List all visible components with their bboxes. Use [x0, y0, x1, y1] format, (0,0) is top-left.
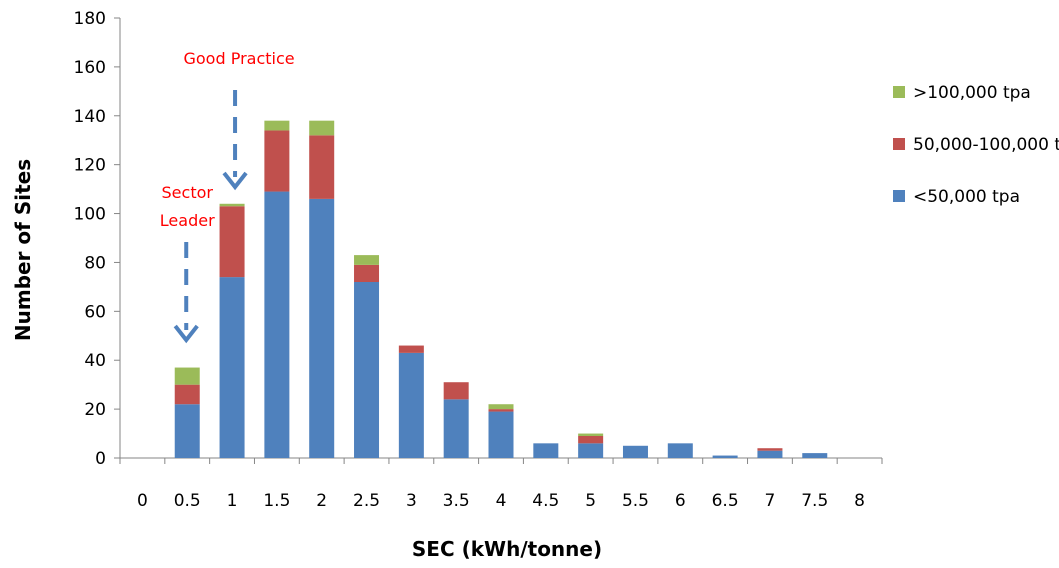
bar-segment: [802, 453, 828, 458]
bar-segment: [578, 433, 604, 436]
x-tick-label: 5.5: [622, 491, 649, 511]
y-tick-label: 180: [74, 9, 106, 29]
dashed-arrow: [222, 90, 248, 191]
bar-segment: [354, 282, 380, 458]
bar-segment: [174, 384, 200, 405]
bar-segment: [578, 436, 604, 444]
y-tick-label: 100: [74, 205, 106, 225]
bar-segment: [219, 206, 245, 278]
y-tick-label: 0: [95, 449, 106, 469]
bar-segment: [757, 448, 783, 451]
annotation-sector-leader-line: Sector: [162, 183, 214, 202]
annotation-sector-leader-line: Leader: [160, 211, 215, 230]
x-axis-title: SEC (kWh/tonne): [412, 537, 602, 561]
dashed-arrow: [173, 242, 199, 344]
bar-segment: [667, 443, 693, 458]
y-tick-label: 140: [74, 107, 106, 127]
y-tick-label: 60: [84, 302, 106, 322]
legend-swatch: [893, 138, 905, 150]
bar-segment: [309, 198, 335, 458]
bar-segment: [264, 120, 290, 131]
bar-segment: [174, 367, 200, 385]
bar-segment: [488, 411, 514, 458]
y-tick-label: 120: [74, 156, 106, 176]
legend: >100,000 tpa 50,000-100,000 tpa <50,000 tp…: [893, 83, 1059, 207]
x-tick-label: 2: [316, 491, 327, 511]
bar-segment: [622, 445, 648, 458]
legend-item: >100,000 tpa: [893, 83, 1031, 103]
bar-segment: [712, 455, 738, 458]
y-tick-label: 40: [84, 351, 106, 371]
legend-swatch: [893, 190, 905, 202]
x-tick-label: 2.5: [353, 491, 380, 511]
bar-segment: [398, 345, 424, 353]
ticks-group: 0 20 40 60 80 100 120 140 160 180 0 0.5 1 1.5 2 2.5 3 3.5…: [74, 9, 883, 511]
arrow-head: [222, 171, 248, 191]
bar-segment: [398, 352, 424, 458]
x-tick-label: 6: [675, 491, 686, 511]
annotation-sector-leader: Sector Leader: [160, 183, 215, 230]
bar-segment: [533, 443, 559, 458]
bar-segment: [174, 404, 200, 458]
legend-label: <50,000 tpa: [913, 187, 1020, 207]
bar-segment: [488, 404, 514, 410]
y-axis-title: Number of Sites: [11, 159, 35, 341]
bar-segment: [309, 135, 335, 199]
bar-segment: [264, 191, 290, 459]
bar-segment: [354, 264, 380, 282]
bar-segment: [354, 255, 380, 265]
bars-group: [174, 120, 828, 459]
x-tick-label: 7.5: [801, 491, 828, 511]
bar-segment: [443, 399, 469, 458]
bar-segment: [219, 277, 245, 458]
x-tick-label: 0: [137, 491, 148, 511]
x-tick-label: 3: [406, 491, 417, 511]
bar-segment: [443, 382, 469, 400]
bar-segment: [309, 120, 335, 136]
y-tick-label: 20: [84, 400, 106, 420]
legend-item: 50,000-100,000 tpa: [893, 135, 1059, 155]
x-tick-label: 4.5: [532, 491, 559, 511]
legend-swatch: [893, 86, 905, 98]
annotations-group: Good Practice Sector Leader: [160, 49, 295, 344]
bar-segment: [488, 409, 514, 412]
legend-item: <50,000 tpa: [893, 187, 1020, 207]
x-tick-label: 6.5: [712, 491, 739, 511]
x-tick-label: 7: [765, 491, 776, 511]
x-tick-label: 0.5: [174, 491, 201, 511]
bar-segment: [578, 443, 604, 458]
x-tick-label: 1: [227, 491, 238, 511]
legend-label: >100,000 tpa: [913, 83, 1031, 103]
annotation-good-practice: Good Practice: [183, 49, 294, 68]
bar-segment: [219, 203, 245, 207]
legend-label: 50,000-100,000 tpa: [913, 135, 1059, 155]
arrow-head: [173, 324, 199, 344]
bar-segment: [264, 130, 290, 192]
x-tick-label: 5: [585, 491, 596, 511]
x-tick-label: 8: [854, 491, 865, 511]
bar-segment: [757, 450, 783, 458]
x-tick-label: 3.5: [443, 491, 470, 511]
x-tick-label: 4: [496, 491, 507, 511]
y-tick-label: 80: [84, 253, 106, 273]
x-tick-label: 1.5: [263, 491, 290, 511]
y-tick-label: 160: [74, 58, 106, 78]
